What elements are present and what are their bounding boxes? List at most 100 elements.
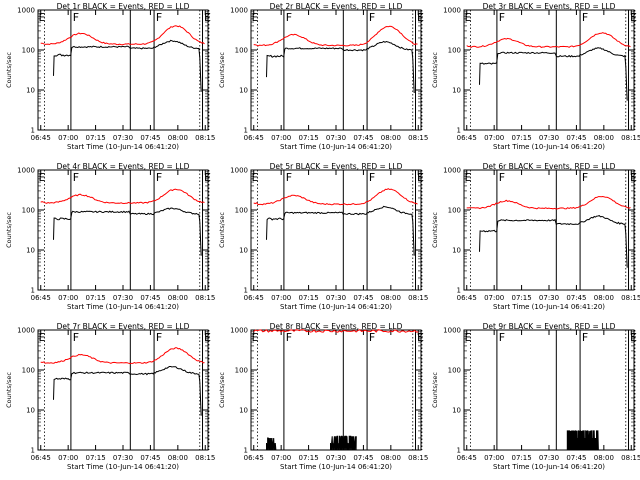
x-tick-label: 07:15: [298, 454, 318, 462]
y-axis-label: Counts/sec: [5, 372, 13, 408]
x-tick-label: 08:15: [195, 294, 215, 302]
chart-panel-5: Det 5r BLACK = Events, RED = LLD 1 10 100 10…: [218, 162, 428, 311]
interval-letter: F: [499, 11, 505, 24]
interval-letter: F: [73, 11, 79, 24]
y-tick-label: 1: [244, 287, 248, 295]
y-tick-label: 1000: [17, 327, 35, 335]
x-tick-label: 07:15: [298, 294, 318, 302]
interval-letter: E: [39, 11, 46, 24]
y-axis-label: Counts/sec: [5, 52, 13, 88]
events-series: [266, 435, 357, 451]
lld-series: [253, 25, 418, 47]
interval-letter: E: [204, 171, 211, 184]
y-tick-label: 100: [448, 207, 461, 215]
plot-frame: [37, 329, 209, 451]
interval-letter: E: [465, 11, 472, 24]
x-tick-label: 08:00: [381, 134, 401, 142]
x-tick-label: 07:30: [326, 454, 346, 462]
x-tick-label: 06:45: [31, 454, 51, 462]
plot-frame: [37, 169, 209, 291]
interval-letter: E: [252, 171, 259, 184]
interval-letter: E: [630, 171, 637, 184]
y-tick-label: 1000: [230, 327, 248, 335]
interval-letter: F: [156, 171, 162, 184]
x-tick-label: 07:45: [140, 134, 160, 142]
y-axis-label: Counts/sec: [431, 52, 439, 88]
chart-title: Det 7r BLACK = Events, RED = LLD: [57, 322, 190, 331]
x-tick-label: 07:15: [85, 294, 105, 302]
interval-letter: E: [417, 171, 424, 184]
x-tick-label: 07:45: [353, 134, 373, 142]
y-axis-label: Counts/sec: [218, 52, 226, 88]
events-series: [266, 40, 415, 94]
x-tick-label: 06:45: [457, 294, 477, 302]
lld-series: [466, 32, 631, 48]
x-tick-label: 07:30: [113, 294, 133, 302]
chart-title: Det 5r BLACK = Events, RED = LLD: [270, 162, 403, 171]
chart-title: Det 2r BLACK = Events, RED = LLD: [270, 2, 403, 11]
plot-frame: [463, 329, 635, 451]
y-tick-label: 1: [31, 447, 35, 455]
plot-frame: [463, 9, 635, 131]
chart-title: Det 6r BLACK = Events, RED = LLD: [483, 162, 616, 171]
y-tick-label: 1: [457, 287, 461, 295]
interval-letter: F: [582, 11, 588, 24]
x-tick-label: 07:00: [484, 134, 504, 142]
x-tick-label: 07:15: [511, 294, 531, 302]
x-tick-label: 07:00: [58, 134, 78, 142]
x-tick-label: 07:30: [326, 134, 346, 142]
chart-title: Det 9r BLACK = Events, RED = LLD: [483, 322, 616, 331]
y-tick-label: 10: [26, 407, 35, 415]
chart-panel-2: Det 2r BLACK = Events, RED = LLD 1 10 100 10…: [218, 2, 428, 151]
x-axis-label: Start Time (10-Jun-14 06:41:20): [67, 303, 179, 311]
x-tick-label: 06:45: [457, 454, 477, 462]
lld-series: [253, 329, 419, 333]
x-tick-label: 06:45: [31, 294, 51, 302]
lld-series: [40, 347, 205, 365]
x-tick-label: 07:45: [566, 454, 586, 462]
x-tick-label: 07:00: [484, 454, 504, 462]
y-tick-label: 10: [452, 247, 461, 255]
x-axis-label: Start Time (10-Jun-14 06:41:20): [280, 143, 392, 151]
x-tick-label: 08:15: [195, 134, 215, 142]
x-axis-label: Start Time (10-Jun-14 06:41:20): [280, 303, 392, 311]
events-series: [566, 430, 599, 451]
x-tick-label: 07:00: [271, 294, 291, 302]
chart-panel-6: Det 6r BLACK = Events, RED = LLD 1 10 100 10…: [431, 162, 640, 311]
x-tick-label: 08:00: [594, 134, 614, 142]
y-axis-label: Counts/sec: [431, 372, 439, 408]
interval-letter: F: [286, 171, 292, 184]
x-axis-label: Start Time (10-Jun-14 06:41:20): [67, 143, 179, 151]
x-tick-label: 07:45: [140, 454, 160, 462]
y-tick-label: 100: [448, 367, 461, 375]
x-tick-label: 06:45: [244, 134, 264, 142]
chart-panel-9: Det 9r BLACK = Events, RED = LLD 1 10 100 10…: [431, 322, 640, 471]
y-axis-label: Counts/sec: [218, 372, 226, 408]
x-tick-label: 07:30: [539, 294, 559, 302]
y-tick-label: 1000: [443, 167, 461, 175]
y-tick-label: 1000: [230, 167, 248, 175]
x-tick-label: 07:45: [566, 294, 586, 302]
x-axis-label: Start Time (10-Jun-14 06:41:20): [493, 303, 605, 311]
y-tick-label: 10: [26, 247, 35, 255]
interval-letter: E: [252, 331, 259, 344]
plot-frame: [250, 9, 422, 131]
y-axis-label: Counts/sec: [5, 212, 13, 248]
lld-series: [466, 195, 631, 210]
y-tick-label: 100: [22, 47, 35, 55]
x-tick-label: 08:15: [195, 454, 215, 462]
y-tick-label: 10: [239, 247, 248, 255]
x-tick-label: 07:15: [85, 454, 105, 462]
x-tick-label: 08:00: [381, 294, 401, 302]
interval-letter: E: [204, 11, 211, 24]
interval-letter: E: [465, 171, 472, 184]
y-tick-label: 1000: [230, 7, 248, 15]
interval-letter: F: [286, 11, 292, 24]
chart-title: Det 1r BLACK = Events, RED = LLD: [57, 2, 190, 11]
chart-panel-8: Det 8r BLACK = Events, RED = LLD 1 10 100 10…: [218, 322, 428, 471]
y-tick-label: 100: [22, 207, 35, 215]
interval-letter: E: [630, 11, 637, 24]
x-tick-label: 08:15: [408, 454, 428, 462]
y-tick-label: 100: [235, 367, 248, 375]
